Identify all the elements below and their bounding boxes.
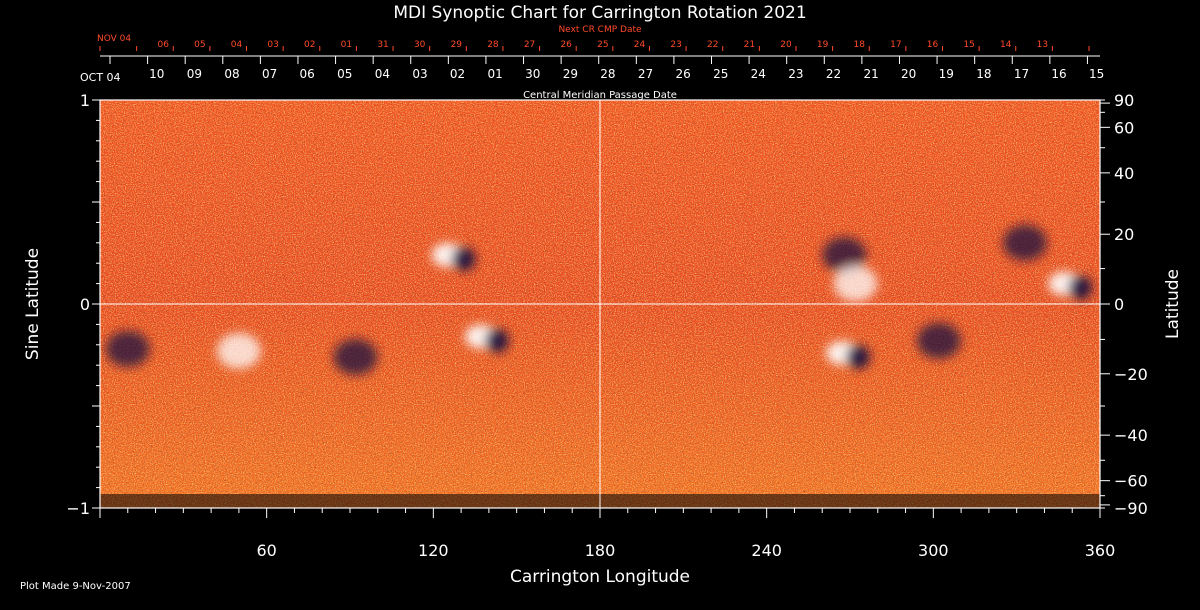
next-cr-date-label: 17 bbox=[890, 40, 901, 50]
next-cr-date-label: 04 bbox=[231, 40, 243, 50]
next-cr-date-label: 29 bbox=[451, 40, 463, 50]
y-axis-sine-lat: −1 0 1 bbox=[66, 91, 100, 518]
x-tick-label: 240 bbox=[751, 541, 782, 560]
next-cr-date-label: 21 bbox=[744, 40, 755, 50]
active-region-negative bbox=[916, 322, 961, 359]
next-cr-date-label: 22 bbox=[707, 40, 718, 50]
next-cr-date-label: 26 bbox=[560, 40, 572, 50]
cmp-date-label: 28 bbox=[600, 67, 615, 81]
cmp-date-label: 27 bbox=[638, 67, 653, 81]
cmp-date-label: 24 bbox=[751, 67, 766, 81]
next-cr-date-label: 01 bbox=[341, 40, 352, 50]
next-cr-date-label: 31 bbox=[377, 40, 388, 50]
cmp-date-label: 18 bbox=[976, 67, 991, 81]
next-cr-date-label: 13 bbox=[1037, 40, 1048, 50]
cmp-date-label: 21 bbox=[863, 67, 878, 81]
lat-tick-label: 20 bbox=[1114, 225, 1134, 244]
next-cr-label: Next CR CMP Date bbox=[558, 25, 642, 35]
active-region-negative bbox=[846, 344, 870, 369]
next-cr-ticks: 06 05 04 03 02 01 31 30 29 28 27 26 25 24 23 22 21 20 19 18… bbox=[99, 40, 1090, 51]
y-tick-label: 0 bbox=[80, 295, 90, 314]
x-tick-label: 180 bbox=[585, 541, 616, 560]
y-axis-label: Sine Latitude bbox=[23, 248, 43, 360]
lat-tick-label: −60 bbox=[1114, 472, 1148, 491]
next-cr-date-label: 19 bbox=[817, 40, 829, 50]
cmp-date-label: 07 bbox=[262, 67, 277, 81]
next-cr-date-label: 28 bbox=[487, 40, 499, 50]
cmp-date-label: 17 bbox=[1014, 67, 1029, 81]
lat-tick-label: 90 bbox=[1114, 91, 1134, 110]
cmp-date-label: 03 bbox=[412, 67, 427, 81]
lat-tick-label: −40 bbox=[1114, 426, 1148, 445]
next-cr-date-label: 30 bbox=[414, 40, 426, 50]
next-cr-date-label: 25 bbox=[597, 40, 608, 50]
next-cr-date-label: 03 bbox=[267, 40, 278, 50]
next-cr-date-label: 15 bbox=[963, 40, 974, 50]
x-axis-label: Carrington Longitude bbox=[510, 567, 690, 587]
active-region-negative bbox=[451, 247, 476, 272]
cmp-date-label: 01 bbox=[488, 67, 503, 81]
next-cr-date-label: 06 bbox=[158, 40, 170, 50]
active-region-positive bbox=[216, 332, 261, 369]
lat-tick-label: −90 bbox=[1114, 499, 1148, 518]
x-tick-label: 300 bbox=[918, 541, 949, 560]
lat-tick-label: −20 bbox=[1114, 365, 1148, 384]
next-cr-date-label: 24 bbox=[634, 40, 646, 50]
cmp-date-label: 25 bbox=[713, 67, 728, 81]
y2-axis-label: Latitude bbox=[1163, 269, 1183, 339]
cmp-date-label: 26 bbox=[675, 67, 690, 81]
x-tick-label: 120 bbox=[418, 541, 449, 560]
cmp-date-label: 04 bbox=[375, 67, 390, 81]
next-cr-date-label: 02 bbox=[304, 40, 315, 50]
next-cr-date-label: 27 bbox=[524, 40, 535, 50]
cmp-date-label: 20 bbox=[901, 67, 916, 81]
chart-title: MDI Synoptic Chart for Carrington Rotati… bbox=[393, 3, 806, 23]
cmp-date-label: 15 bbox=[1089, 67, 1104, 81]
cmp-date-ticks: 10 09 08 07 06 05 04 03 02 01 30 29 28 27 26 25 24 23 22 21… bbox=[100, 55, 1104, 81]
cmp-start: OCT 04 bbox=[80, 71, 121, 84]
y-tick-label: 1 bbox=[80, 91, 90, 110]
x-tick-label: 60 bbox=[256, 541, 276, 560]
lat-tick-label: 0 bbox=[1114, 295, 1124, 314]
cmp-date-label: 05 bbox=[337, 67, 352, 81]
top-axis-label: Central Meridian Passage Date bbox=[523, 90, 677, 101]
y-axis-latitude: 90 60 40 20 0 −20 −40 −60 −90 bbox=[1100, 91, 1148, 518]
active-region-negative bbox=[822, 237, 867, 274]
active-region-negative bbox=[484, 328, 509, 353]
x-axis: 60 120 180 240 300 360 bbox=[99, 508, 1116, 560]
plot-made-note: Plot Made 9-Nov-2007 bbox=[20, 581, 131, 592]
next-cr-date-label: 14 bbox=[1000, 40, 1012, 50]
cmp-date-label: 30 bbox=[525, 67, 540, 81]
next-cr-date-label: 16 bbox=[927, 40, 939, 50]
cmp-date-label: 16 bbox=[1051, 67, 1066, 81]
cmp-date-label: 02 bbox=[450, 67, 465, 81]
cmp-date-label: 10 bbox=[149, 67, 164, 81]
next-cr-date-label: 18 bbox=[854, 40, 866, 50]
lat-tick-label: 40 bbox=[1114, 164, 1134, 183]
cmp-date-label: 22 bbox=[826, 67, 841, 81]
active-region-negative bbox=[105, 330, 150, 367]
lat-tick-label: 60 bbox=[1114, 118, 1134, 137]
active-region-negative bbox=[333, 339, 378, 376]
cmp-date-label: 08 bbox=[224, 67, 239, 81]
next-cr-date-label: 20 bbox=[780, 40, 792, 50]
next-cr-date-label: 05 bbox=[194, 40, 205, 50]
active-region-negative bbox=[1003, 224, 1047, 261]
active-region-positive bbox=[833, 265, 878, 302]
cmp-date-label: 19 bbox=[939, 67, 954, 81]
x-tick-label: 360 bbox=[1085, 541, 1116, 560]
next-cr-start: NOV 04 bbox=[97, 34, 131, 44]
cmp-date-label: 06 bbox=[300, 67, 315, 81]
active-region-negative bbox=[1068, 275, 1093, 300]
y-tick-label: −1 bbox=[66, 499, 90, 518]
cmp-date-label: 09 bbox=[187, 67, 202, 81]
cmp-date-label: 29 bbox=[563, 67, 578, 81]
next-cr-date-label: 23 bbox=[670, 40, 681, 50]
cmp-date-label: 23 bbox=[788, 67, 803, 81]
